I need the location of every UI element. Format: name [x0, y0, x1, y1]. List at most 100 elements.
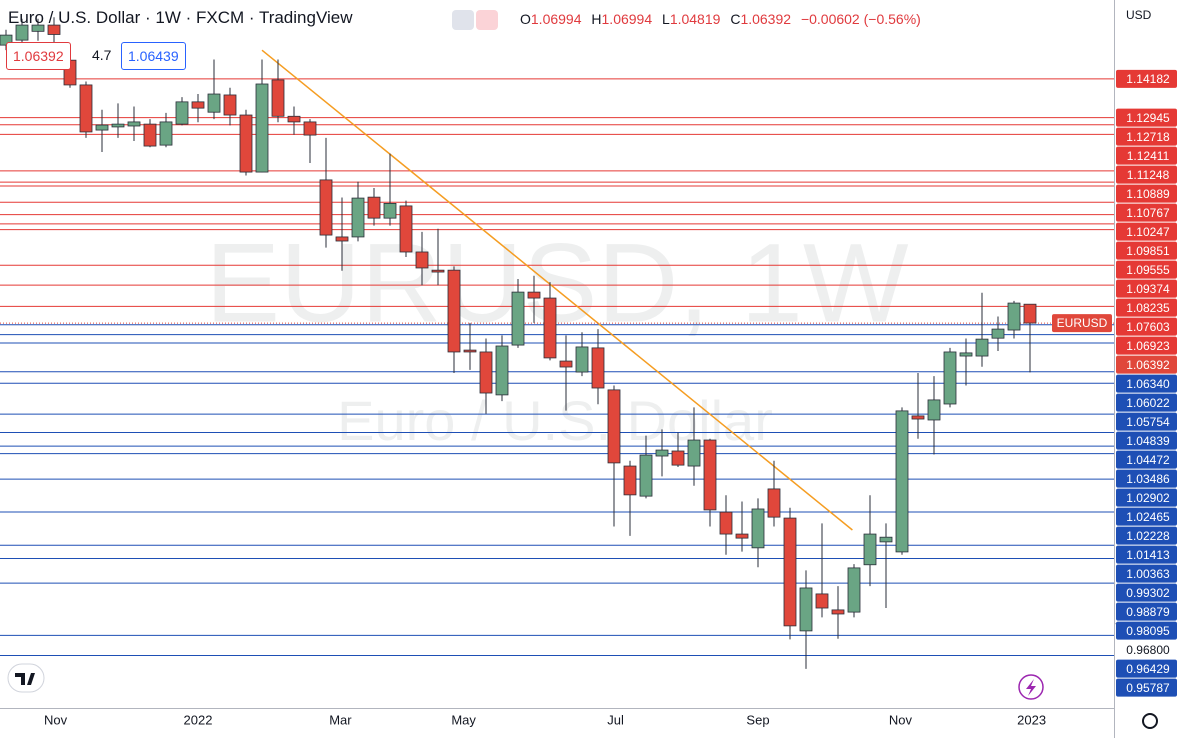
- candle-body: [447, 269, 461, 353]
- candle-body: [575, 346, 589, 373]
- price-label-bg: [1116, 412, 1177, 431]
- candle-body: [687, 439, 701, 467]
- candle-body: [271, 79, 285, 117]
- indicator-icon[interactable]: [476, 10, 498, 30]
- settings-icon[interactable]: [1142, 713, 1158, 729]
- legend-value: 1.04819: [669, 11, 721, 27]
- candle-body: [319, 179, 333, 236]
- legend-prefix: H: [591, 11, 602, 27]
- price-label-bg: [1116, 488, 1177, 507]
- price-label: 1.11248: [1127, 168, 1170, 182]
- candle-body: [239, 114, 253, 173]
- candle-body: [975, 338, 989, 357]
- price-label: 0.96429: [1126, 662, 1170, 676]
- candle-body: [415, 251, 429, 269]
- legend-value: 1.06994: [530, 11, 582, 27]
- price-label: 1.08235: [1126, 301, 1170, 315]
- price-label: 0.96800: [1126, 643, 1170, 657]
- time-axis: [0, 708, 1114, 738]
- price-label-bg: [1116, 260, 1177, 279]
- price-label: 0.98095: [1126, 624, 1170, 638]
- price-label: 1.14182: [1126, 72, 1170, 86]
- price-label: 1.09555: [1126, 263, 1170, 277]
- price-label: 1.03486: [1126, 472, 1170, 486]
- price-label: 1.06022: [1126, 396, 1170, 410]
- ohlc-legend: O1.06994 H1.06994 L1.04819 C1.06392 −0.0…: [520, 11, 927, 27]
- candle-body: [911, 415, 925, 420]
- candle-body: [431, 269, 445, 273]
- price-label-bg: [1116, 336, 1177, 355]
- candle-body: [495, 345, 509, 396]
- candle-body: [655, 449, 669, 457]
- candle-body: [31, 24, 45, 32]
- candle-body: [191, 101, 205, 109]
- candle-body: [1023, 303, 1037, 324]
- candle-body: [943, 351, 957, 405]
- logo: [7, 663, 45, 693]
- x-tick-label: May: [451, 712, 476, 727]
- currency[interactable]: USD: [1126, 8, 1152, 22]
- sell-button[interactable]: 1.06392: [6, 42, 71, 70]
- price-label-bg: [1116, 621, 1177, 640]
- candle-body: [127, 121, 141, 127]
- candle-body: [95, 124, 109, 131]
- candle-body: [815, 593, 829, 609]
- x-tick-label: 2022: [184, 712, 213, 727]
- indicator-icon[interactable]: [452, 10, 474, 30]
- candle-body: [207, 93, 221, 113]
- price-label-bg: [1116, 317, 1177, 336]
- candle-body: [399, 205, 413, 253]
- price-label: 1.09374: [1126, 282, 1170, 296]
- candle-body: [927, 399, 941, 421]
- candle-body: [703, 439, 717, 511]
- price-label-bg: [1116, 355, 1177, 374]
- price-label-bg: [1116, 545, 1177, 564]
- price-label-bg: [1116, 526, 1177, 545]
- price-label-bg: [1116, 298, 1177, 317]
- candle-body: [511, 291, 525, 346]
- candle-body: [863, 533, 877, 566]
- candle-body: [351, 197, 365, 238]
- candle-body: [543, 297, 557, 359]
- candle-body: [559, 360, 573, 368]
- price-label-bg: [1116, 450, 1177, 469]
- price-label-bg: [1116, 203, 1177, 222]
- candle-body: [47, 24, 61, 35]
- price-label: 1.10889: [1126, 187, 1170, 201]
- candle-body: [847, 567, 861, 613]
- candle-body: [607, 389, 621, 464]
- candle-body: [159, 121, 173, 146]
- price-label-bg: [1116, 184, 1177, 203]
- symbol-tag: EURUSD: [1057, 316, 1108, 330]
- candle-body: [255, 83, 269, 173]
- price-label: 1.00363: [1126, 567, 1170, 581]
- chart-title: Euro / U.S. Dollar · 1W · FXCM · Trading…: [8, 8, 353, 27]
- price-label-bg: [1116, 564, 1177, 583]
- candle-body: [783, 517, 797, 627]
- price-label-bg: [1116, 659, 1177, 678]
- legend-value: 1.06994: [601, 11, 653, 27]
- price-label: 1.04839: [1126, 434, 1170, 448]
- price-label: 0.99302: [1126, 586, 1170, 600]
- candle-body: [879, 536, 893, 543]
- candle-body: [719, 511, 733, 535]
- price-label: 1.10767: [1126, 206, 1170, 220]
- candle-body: [79, 84, 93, 133]
- buy-button[interactable]: 1.06439: [121, 42, 186, 70]
- candle-body: [335, 236, 349, 242]
- candle-body: [303, 121, 317, 136]
- candle-body: [463, 349, 477, 353]
- legend-prefix: C: [730, 11, 741, 27]
- price-label: 1.06392: [1126, 358, 1170, 372]
- x-tick-label: Nov: [889, 712, 913, 727]
- candle-body: [383, 203, 397, 219]
- x-tick-label: Mar: [329, 712, 352, 727]
- price-label-bg: [1116, 127, 1177, 146]
- candle-body: [111, 123, 125, 128]
- price-label: 1.02465: [1126, 510, 1170, 524]
- candle-body: [767, 488, 781, 518]
- candle-body: [831, 609, 845, 615]
- x-tick-label: Sep: [746, 712, 769, 727]
- symbol-tag-bg: [1052, 314, 1112, 333]
